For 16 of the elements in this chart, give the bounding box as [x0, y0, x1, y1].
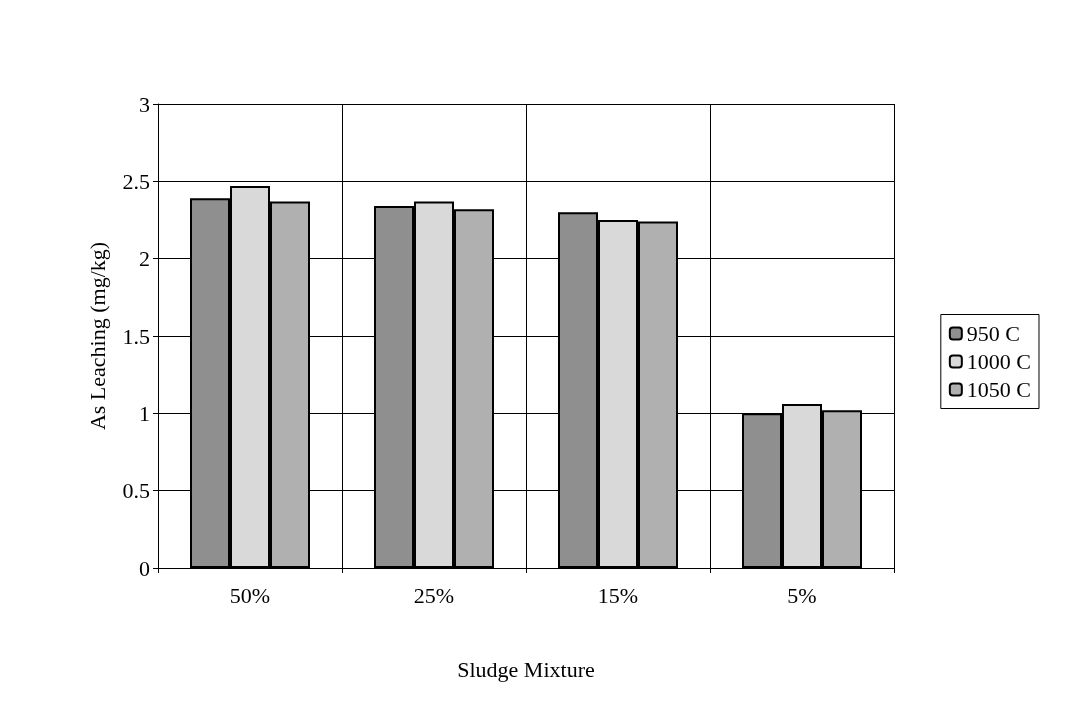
y-tick-label: 2.5: [122, 168, 150, 194]
x-tick-label: 5%: [787, 582, 817, 608]
y-tick-label: 0: [139, 555, 150, 581]
x-axis-title: Sludge Mixture: [457, 656, 595, 682]
y-tick-label: 0.5: [122, 478, 150, 504]
y-tick-label: 1: [139, 400, 150, 426]
y-tick-label: 2: [139, 246, 150, 272]
y-tick-label: 3: [139, 91, 150, 117]
y-tick-label: 1.5: [122, 323, 150, 349]
x-tick-label: 15%: [597, 582, 639, 608]
y-axis-title: As Leaching (mg/kg): [84, 241, 110, 431]
x-tick-label: 25%: [413, 582, 455, 608]
legend-label: 1050 C: [966, 377, 1032, 402]
legend-label: 950 C: [966, 321, 1021, 346]
x-tick-label: 50%: [229, 582, 271, 608]
legend-label: 1000 C: [966, 349, 1032, 374]
